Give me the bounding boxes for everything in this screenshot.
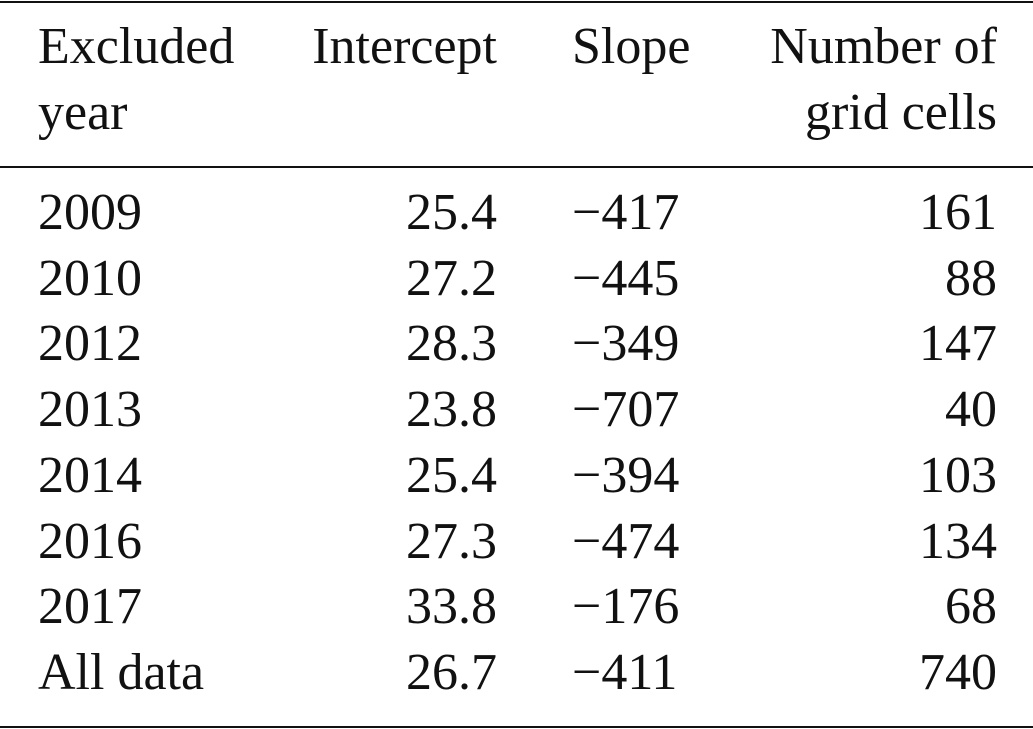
table-cell: −707	[572, 381, 680, 439]
table-cell: All data	[38, 643, 205, 701]
table-cell: 2009	[38, 184, 142, 241]
table-cell: 25.4	[406, 446, 497, 504]
table-cell: 2012	[38, 315, 142, 373]
header-cell: Number of	[770, 18, 997, 75]
table-cell: 2017	[38, 578, 142, 636]
table-cell: −394	[572, 446, 680, 504]
table-cell: −176	[572, 578, 680, 636]
table-cell: 28.3	[406, 315, 497, 373]
table-cell: 147	[919, 315, 997, 373]
header-cell: Slope	[572, 18, 691, 75]
table-cell: 33.8	[406, 578, 497, 636]
table-cell: 161	[919, 184, 997, 241]
table-cell: 88	[945, 249, 997, 307]
header-rule	[0, 166, 1033, 168]
table-cell: 68	[945, 578, 997, 636]
table-cell: −411	[572, 643, 678, 701]
table-cell: 740	[919, 643, 997, 701]
header-cell: grid cells	[804, 84, 997, 141]
table-cell: 27.2	[406, 249, 497, 307]
table-cell: 134	[919, 512, 997, 570]
table-cell: 2013	[38, 381, 142, 439]
table-cell: 40	[945, 381, 997, 439]
table-cell: −445	[572, 249, 680, 307]
header-cell: year	[38, 84, 128, 141]
bottom-rule	[0, 726, 1033, 728]
top-rule	[0, 1, 1033, 3]
table-cell: 26.7	[406, 643, 497, 701]
table-cell: 103	[919, 446, 997, 504]
table-cell: 2016	[38, 512, 142, 570]
header-cell: Excluded	[38, 18, 235, 75]
table-cell: 2014	[38, 446, 142, 504]
table-cell: −417	[572, 184, 680, 241]
header-cell: Intercept	[312, 18, 497, 75]
table-cell: 25.4	[406, 184, 497, 241]
table-cell: 27.3	[406, 512, 497, 570]
table-cell: −474	[572, 512, 680, 570]
table-cell: 23.8	[406, 381, 497, 439]
table-cell: −349	[572, 315, 680, 373]
table-cell: 2010	[38, 249, 142, 307]
